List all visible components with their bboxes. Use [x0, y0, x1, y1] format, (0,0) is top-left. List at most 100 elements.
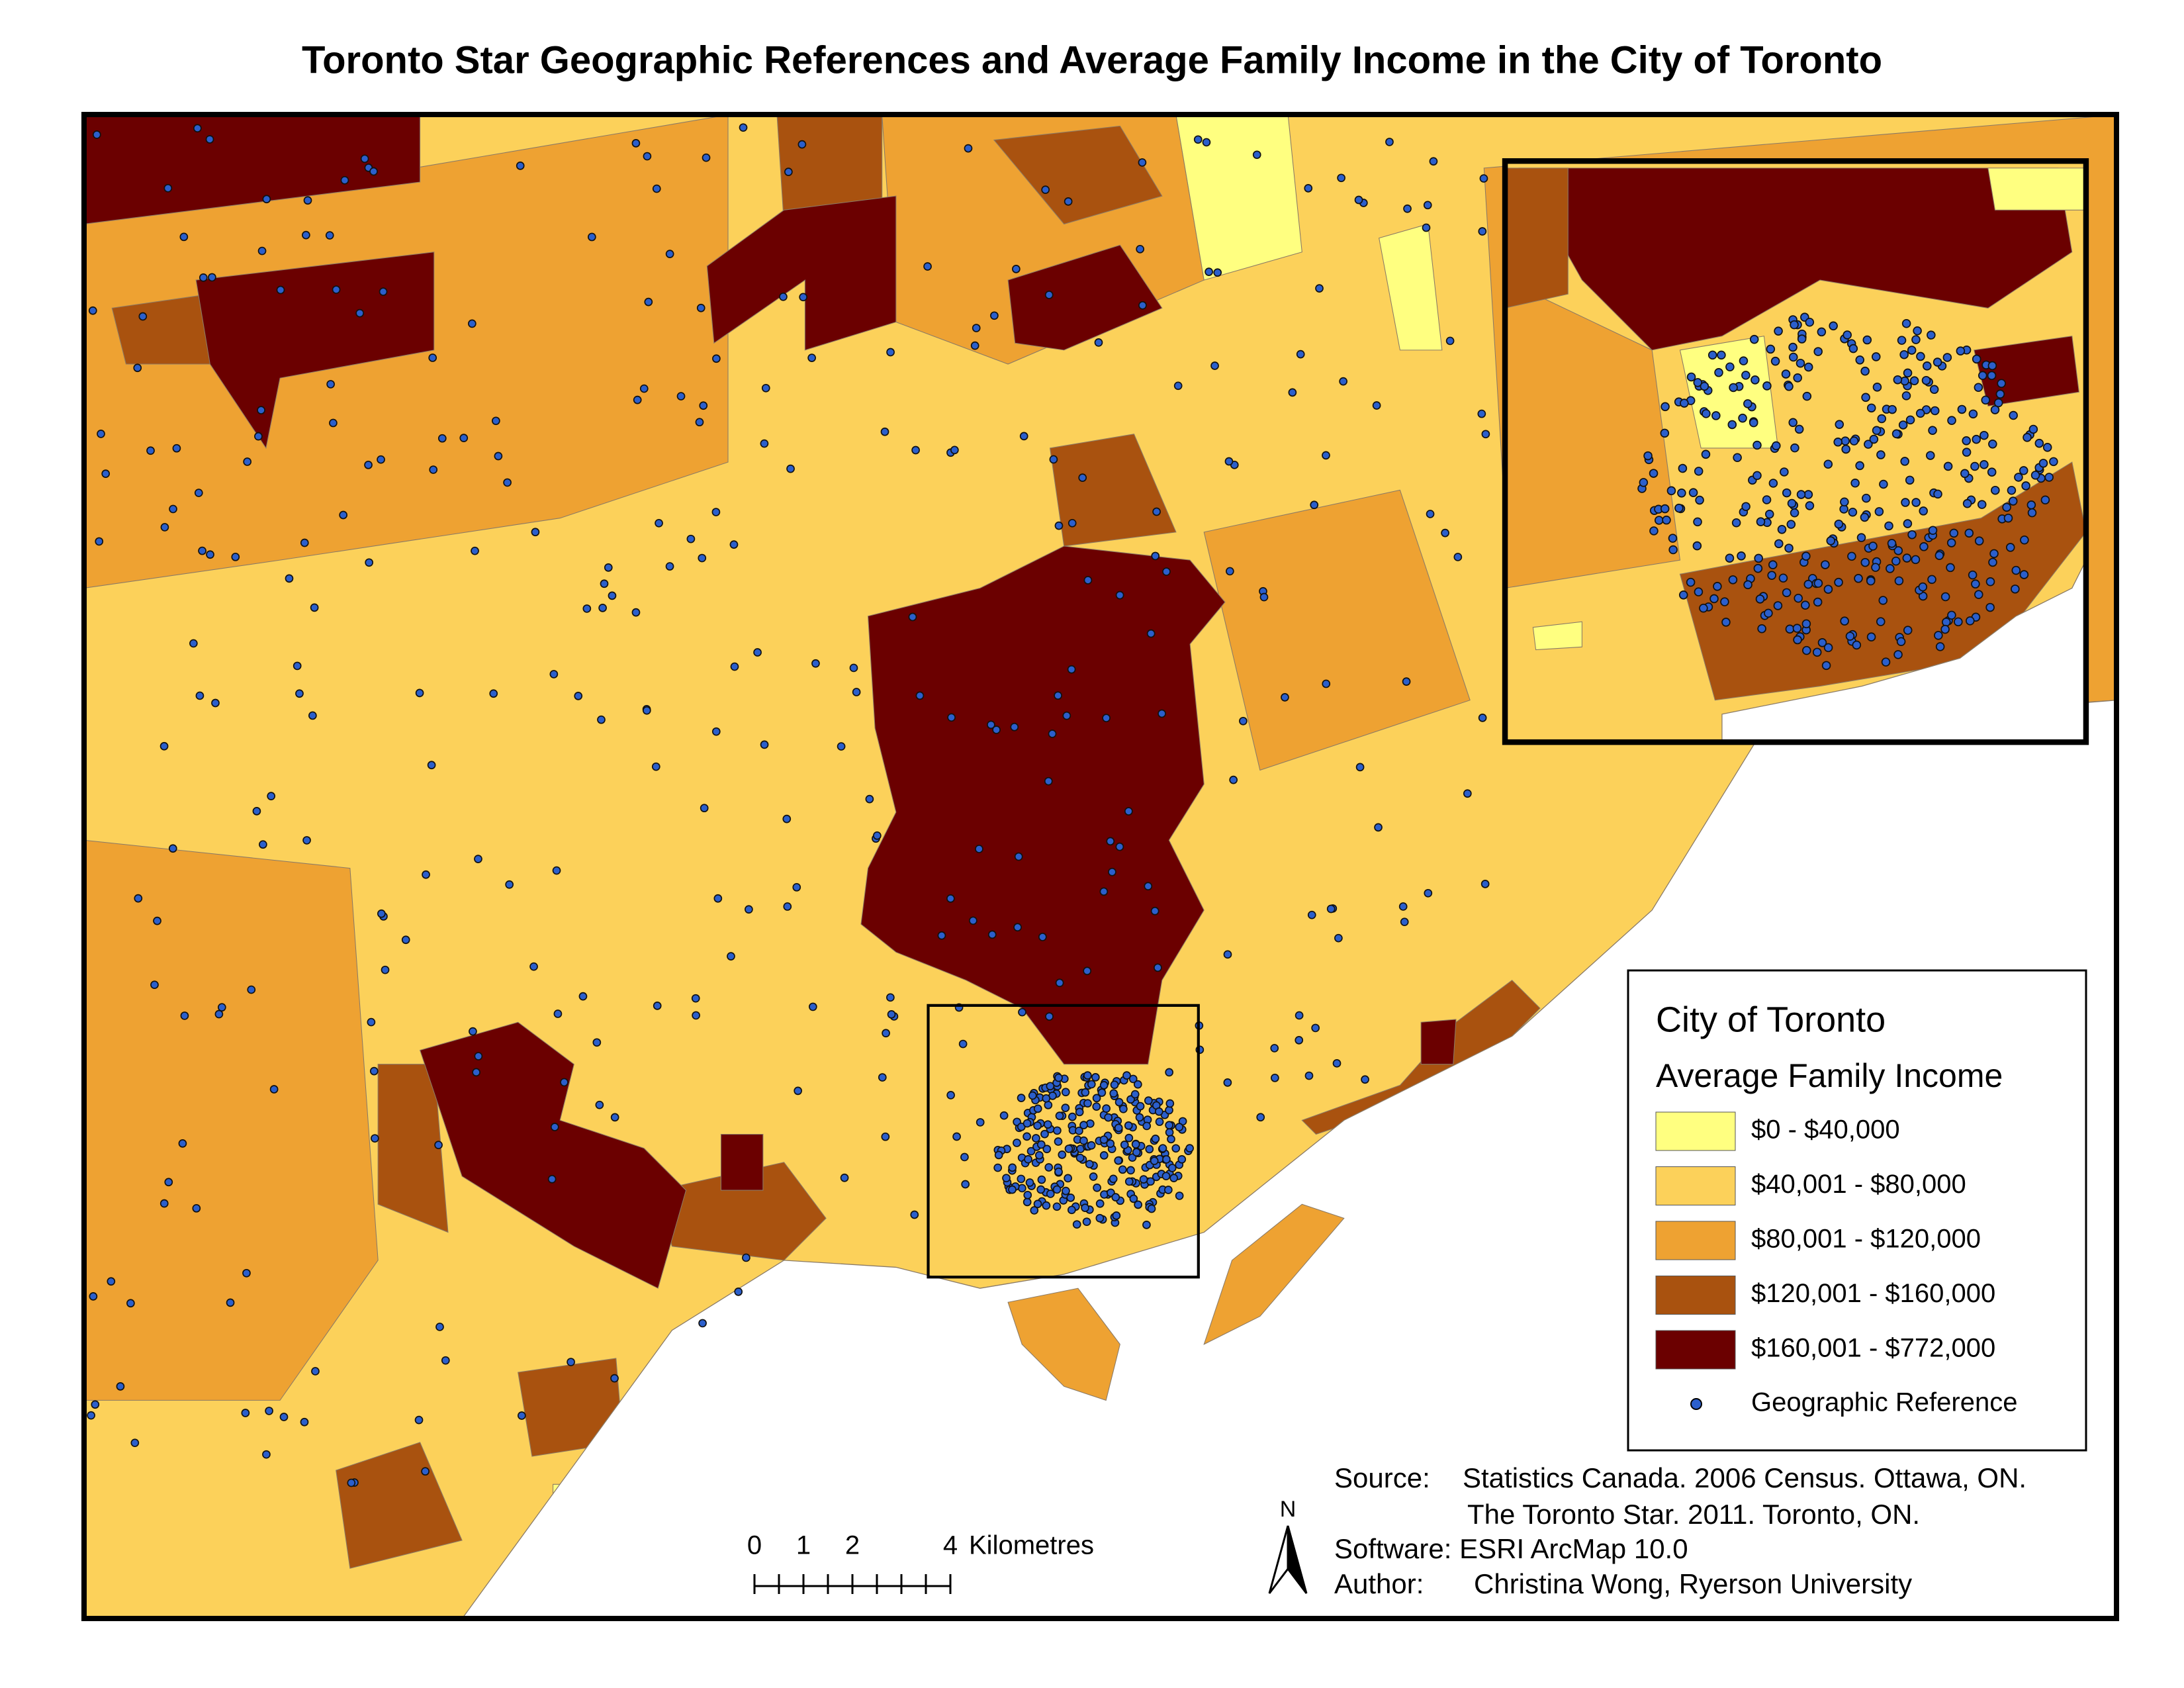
reference-point — [699, 401, 708, 410]
reference-point — [1972, 434, 1981, 444]
reference-point — [1728, 575, 1738, 585]
reference-point — [1042, 1094, 1051, 1103]
reference-point — [578, 992, 588, 1001]
reference-point — [1680, 399, 1689, 408]
reference-point — [1702, 409, 1711, 418]
reference-point — [1161, 1172, 1171, 1181]
reference-point — [1106, 1139, 1115, 1149]
reference-point — [163, 183, 173, 193]
reference-point — [1947, 610, 1956, 620]
reference-point — [1861, 393, 1870, 402]
reference-point — [1372, 401, 1381, 410]
reference-point — [1693, 378, 1703, 387]
reference-point — [377, 909, 386, 918]
reference-point — [665, 250, 674, 258]
north-arrow: N — [1268, 1497, 1308, 1594]
reference-point — [2008, 496, 2018, 506]
reference-point — [1081, 1088, 1090, 1097]
reference-point — [1055, 978, 1064, 988]
reference-point — [1018, 1184, 1026, 1193]
reference-point — [1038, 933, 1047, 941]
reference-point — [1054, 521, 1064, 530]
reference-point — [138, 312, 148, 321]
reference-point — [1165, 1105, 1173, 1115]
reference-point — [794, 1086, 803, 1096]
reference-point — [1229, 775, 1238, 784]
reference-point — [1794, 593, 1803, 603]
reference-point — [1045, 1012, 1054, 1021]
reference-point — [134, 894, 143, 903]
reference-point — [1964, 528, 1974, 538]
reference-point — [1061, 1088, 1070, 1097]
reference-point — [1453, 553, 1463, 561]
reference-point — [1104, 1113, 1113, 1122]
reference-point — [241, 1409, 250, 1417]
reference-point — [1224, 457, 1234, 466]
reference-point — [1310, 500, 1319, 510]
reference-point — [1398, 902, 1408, 911]
reference-point — [1064, 1174, 1073, 1183]
reference-point — [734, 1288, 743, 1296]
reference-point — [310, 603, 319, 612]
reference-point — [1903, 519, 1913, 528]
reference-point — [180, 1011, 189, 1020]
reference-point — [1075, 1107, 1084, 1117]
reference-point — [1075, 1153, 1085, 1162]
reference-point — [1919, 506, 1928, 516]
reference-point — [1124, 1133, 1134, 1143]
reference-point — [1061, 1103, 1070, 1112]
reference-point — [1162, 567, 1171, 576]
reference-point — [1901, 391, 1911, 400]
reference-point — [421, 1467, 430, 1476]
reference-point — [655, 518, 663, 528]
reference-point — [1326, 904, 1336, 914]
reference-point — [428, 353, 437, 362]
reference-point — [695, 418, 704, 427]
reference-point — [1893, 650, 1903, 659]
reference-point — [1252, 150, 1261, 160]
reference-point — [1146, 1177, 1155, 1186]
reference-point — [1067, 1205, 1076, 1215]
reference-point — [1322, 679, 1331, 688]
reference-point — [1711, 411, 1721, 420]
reference-point — [1826, 536, 1836, 545]
reference-point — [808, 1002, 817, 1011]
map-title: Toronto Star Geographic References and A… — [302, 38, 1882, 81]
reference-point — [1929, 385, 1939, 395]
reference-point — [1118, 1165, 1127, 1174]
reference-point — [1666, 486, 1676, 496]
reference-point — [1688, 488, 1698, 497]
reference-point — [587, 232, 596, 242]
reference-point — [369, 167, 378, 176]
reference-point — [1968, 409, 1978, 419]
reference-point — [1817, 638, 1827, 647]
reference-point — [435, 1323, 444, 1331]
reference-point — [1899, 350, 1909, 359]
reference-point — [1869, 434, 1879, 444]
reference-point — [595, 1100, 604, 1109]
reference-point — [2034, 438, 2044, 448]
reference-point — [1193, 135, 1203, 144]
reference-point — [1081, 1203, 1089, 1212]
reference-point — [1144, 1096, 1153, 1105]
reference-point — [1062, 1186, 1070, 1196]
reference-point — [1361, 1075, 1369, 1084]
reference-point — [247, 985, 256, 994]
reference-point — [651, 762, 660, 771]
author: Christina Wong, Ryerson University — [1474, 1568, 1912, 1599]
reference-point — [1019, 432, 1028, 441]
reference-point — [1093, 1183, 1101, 1192]
reference-point — [1120, 1141, 1129, 1149]
reference-point — [1185, 1144, 1194, 1152]
reference-point — [760, 439, 769, 448]
reference-point — [269, 1085, 279, 1094]
reference-point — [712, 354, 721, 363]
reference-point — [1774, 539, 1784, 549]
reference-point — [1752, 471, 1762, 481]
reference-point — [1052, 1185, 1062, 1194]
reference-point — [1271, 1073, 1279, 1082]
reference-point — [242, 1268, 251, 1278]
reference-point — [958, 1039, 968, 1049]
reference-point — [676, 392, 686, 400]
reference-point — [279, 1413, 289, 1421]
